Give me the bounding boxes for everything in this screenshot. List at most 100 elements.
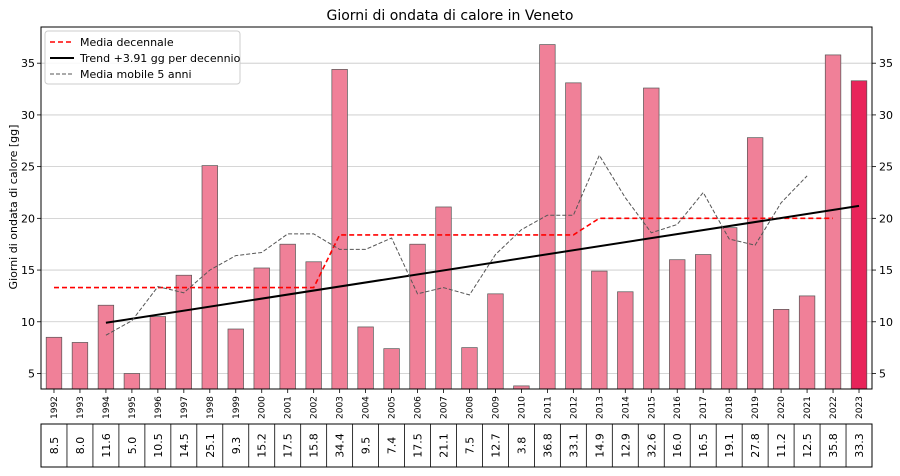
bar-2006 xyxy=(409,243,426,390)
bars xyxy=(45,44,868,390)
bar-1993 xyxy=(71,342,89,390)
bar-1995 xyxy=(123,373,141,390)
x-tick-label-2003: 2003 xyxy=(336,396,346,419)
bar-2016 xyxy=(669,259,686,390)
table-value-2004: 9.5 xyxy=(360,437,373,455)
bar-2004 xyxy=(357,326,374,390)
bar-1998 xyxy=(201,165,218,390)
x-tick-label-2022: 2022 xyxy=(829,396,839,419)
x-tick-label-2015: 2015 xyxy=(647,396,657,419)
table-value-2007: 21.1 xyxy=(438,433,451,458)
bar-2022 xyxy=(824,54,842,390)
table-value-2014: 12.9 xyxy=(619,433,632,458)
table-value-2010: 3.8 xyxy=(515,437,528,455)
x-tick-label-2005: 2005 xyxy=(388,396,398,419)
x-tick-label-1992: 1992 xyxy=(50,396,60,419)
table-value-2022: 35.8 xyxy=(827,433,840,458)
bar-2003 xyxy=(331,69,348,390)
bar-2011 xyxy=(539,44,556,390)
table-value-2008: 7.5 xyxy=(463,437,476,455)
x-tick-label-1999: 1999 xyxy=(232,396,242,419)
series-media-decennale xyxy=(54,217,833,289)
legend-media-decennale-label: Media decennale xyxy=(80,36,174,49)
table-value-2013: 14.9 xyxy=(593,433,606,458)
x-tick-label-1997: 1997 xyxy=(180,396,190,419)
value-table: 8.5 8.0 11.6 5.0 10.5 14.5 25.1 9.3 15.2 17.5 15.8… xyxy=(40,423,873,468)
bar-2008 xyxy=(461,347,478,390)
table-value-2001: 17.5 xyxy=(282,433,295,458)
table-value-2023: 33.3 xyxy=(853,433,866,458)
table-value-2021: 12.5 xyxy=(801,433,814,458)
x-tick-label-2013: 2013 xyxy=(595,396,605,419)
series-lines xyxy=(54,154,860,336)
table-value-2018: 19.1 xyxy=(723,433,736,458)
x-tick-label-2010: 2010 xyxy=(517,396,527,419)
x-tick-label-1996: 1996 xyxy=(154,396,164,419)
x-tick-label-2018: 2018 xyxy=(725,396,735,419)
series-trend xyxy=(105,204,860,324)
legend-box xyxy=(44,30,241,85)
bar-2020 xyxy=(772,309,790,390)
x-tick-label-1994: 1994 xyxy=(102,396,112,419)
table-value-1997: 14.5 xyxy=(178,433,191,458)
y-tick-label-right: 25 xyxy=(879,161,893,174)
table-value-1999: 9.3 xyxy=(230,437,243,455)
bar-2019 xyxy=(746,137,764,390)
table-value-1994: 11.6 xyxy=(100,433,113,458)
table-value-2012: 33.1 xyxy=(567,433,580,458)
x-tick-labels: 1992 1993 1994 1995 1996 1997 1998 1999 2000 2001… xyxy=(50,389,865,419)
x-tick-label-2021: 2021 xyxy=(803,396,813,419)
y-tick-label-left: 5 xyxy=(28,367,35,380)
bar-2002 xyxy=(305,261,322,390)
x-tick-label-1995: 1995 xyxy=(128,396,138,419)
axes: 5 5 10 10 15 15 20 20 25 25 30 30 35 35 xyxy=(21,26,893,390)
series-media-mobile xyxy=(105,154,808,336)
table-value-1993: 8.0 xyxy=(74,437,87,455)
table-value-2005: 7.4 xyxy=(386,437,399,455)
bar-2014 xyxy=(617,291,634,390)
plot-frame xyxy=(40,26,873,390)
y-tick-label-right: 10 xyxy=(879,316,893,329)
table-value-2002: 15.8 xyxy=(308,433,321,458)
y-tick-label-right: 20 xyxy=(879,212,893,225)
y-tick-label-right: 35 xyxy=(879,57,893,70)
x-tick-label-1993: 1993 xyxy=(76,396,86,419)
bar-1996 xyxy=(149,316,167,390)
bar-2005 xyxy=(383,348,400,390)
legend-media-mobile-label: Media mobile 5 anni xyxy=(80,68,192,81)
table-value-1998: 25.1 xyxy=(204,433,217,458)
table-value-2006: 17.5 xyxy=(412,433,425,458)
x-tick-label-2023: 2023 xyxy=(855,396,865,419)
bar-1992 xyxy=(45,336,63,390)
x-tick-label-2020: 2020 xyxy=(777,396,787,419)
table-value-2017: 16.5 xyxy=(697,433,710,458)
table-value-1996: 10.5 xyxy=(152,433,165,458)
y-tick-label-left: 15 xyxy=(21,264,35,277)
x-tick-label-2000: 2000 xyxy=(258,396,268,419)
x-tick-label-2012: 2012 xyxy=(569,396,579,419)
table-value-1992: 8.5 xyxy=(48,437,61,455)
x-tick-label-2016: 2016 xyxy=(673,396,683,419)
x-tick-label-2009: 2009 xyxy=(491,396,501,419)
bar-1999 xyxy=(227,328,244,390)
x-tick-label-1998: 1998 xyxy=(206,396,216,419)
x-tick-label-2011: 2011 xyxy=(543,396,553,419)
chart-title: Giorni di ondata di calore in Veneto xyxy=(326,8,573,24)
legend: Media decennale Trend +3.91 gg per decenn… xyxy=(44,30,241,85)
x-tick-label-2008: 2008 xyxy=(465,396,475,419)
table-value-2000: 15.2 xyxy=(256,433,269,458)
table-value-1995: 5.0 xyxy=(126,437,139,455)
y-axis-label: Giorni di ondata di calore [gg] xyxy=(7,125,20,290)
y-tick-label-left: 20 xyxy=(21,212,35,225)
x-tick-label-2007: 2007 xyxy=(440,396,450,419)
y-tick-label-left: 10 xyxy=(21,316,35,329)
x-tick-label-2017: 2017 xyxy=(699,396,709,419)
bar-2001 xyxy=(279,243,296,390)
bar-1994 xyxy=(97,304,115,390)
table-value-2003: 34.4 xyxy=(334,433,347,458)
x-tick-label-2019: 2019 xyxy=(751,396,761,419)
table-value-2016: 16.0 xyxy=(671,433,684,458)
table-value-2020: 11.2 xyxy=(775,433,788,458)
y-tick-label-right: 5 xyxy=(879,367,886,380)
